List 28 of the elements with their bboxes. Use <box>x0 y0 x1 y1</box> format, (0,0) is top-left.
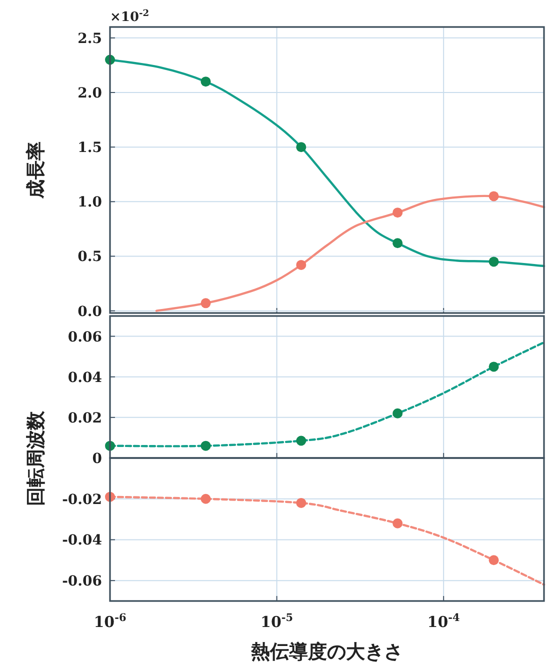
x-tick-label: 10$^{-5}$ <box>260 612 294 631</box>
y-tick-label: 0 <box>92 451 102 467</box>
point <box>488 362 499 372</box>
point <box>296 498 306 508</box>
y-tick-label: -0.06 <box>62 574 102 590</box>
point <box>296 436 306 446</box>
text: ×10$^{-2}$ <box>110 8 150 25</box>
y-tick-label: 1.0 <box>78 194 102 211</box>
y-tick-label: 2.0 <box>78 85 102 102</box>
y-tick-label: 0.06 <box>68 329 102 346</box>
y-tick-label: 0.04 <box>68 370 102 386</box>
x-tick-label: 10$^{-4}$ <box>427 612 460 631</box>
y-axis-title: 成長率 <box>25 142 47 200</box>
point <box>392 518 403 528</box>
point <box>200 440 211 451</box>
y-tick-label: 0.02 <box>68 410 102 426</box>
x-axis-title: 熱伝導度の大きさ <box>250 641 403 663</box>
y-tick-label: 0.5 <box>78 249 102 266</box>
point <box>200 494 211 504</box>
y-tick-label: 0.0 <box>78 304 102 320</box>
y-tick-label: 2.5 <box>78 30 102 47</box>
y-tick-label: -0.04 <box>62 532 102 549</box>
point <box>488 555 499 566</box>
point <box>392 408 403 418</box>
y-tick-label: 1.5 <box>78 140 102 156</box>
x-tick-label: 10$^{-6}$ <box>94 612 126 631</box>
y-axis-title: 回転周波数 <box>25 410 47 506</box>
y-tick-label: -0.02 <box>62 492 102 508</box>
